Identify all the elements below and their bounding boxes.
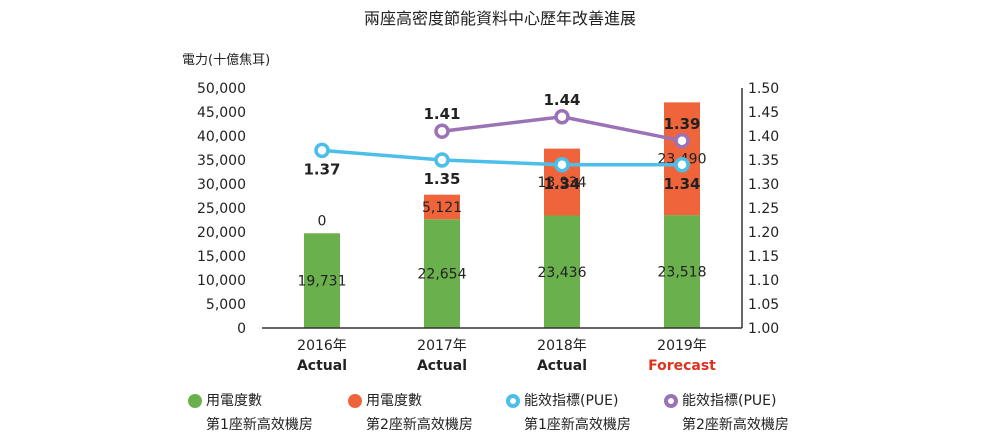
x-tick-sublabel: Actual xyxy=(297,358,347,374)
data-label-site1: 23,436 xyxy=(538,265,587,281)
data-label-site1: 23,518 xyxy=(658,265,707,281)
y-tick-label: 50,000 xyxy=(197,81,246,97)
y-tick-label: 35,000 xyxy=(197,153,246,169)
legend-label: 用電度數 xyxy=(206,393,262,409)
pue-site1-label: 1.34 xyxy=(663,175,700,193)
pue-site1-label: 1.37 xyxy=(303,160,340,178)
legend-marker-bar2 xyxy=(348,394,362,408)
y-tick-label: 5,000 xyxy=(206,297,246,313)
chart-title: 兩座高密度節能資料中心歷年改善進展 xyxy=(364,9,636,28)
y2-tick-label: 1.30 xyxy=(748,177,779,193)
x-tick-label: 2018年 xyxy=(537,338,587,354)
y-tick-label: 0 xyxy=(237,321,246,337)
x-tick-sublabel: Actual xyxy=(537,358,587,374)
y2-tick-label: 1.50 xyxy=(748,81,779,97)
pue-site1-label: 1.34 xyxy=(543,175,580,193)
legend-sublabel: 第1座新高效機房 xyxy=(206,417,313,433)
pue-site1-point xyxy=(314,142,330,159)
x-tick-label: 2016年 xyxy=(297,338,347,354)
y2-tick-label: 1.35 xyxy=(748,153,779,169)
pue-site2-point xyxy=(674,133,690,149)
data-label-site2: 13,934 xyxy=(538,175,587,191)
y2-tick-label: 1.15 xyxy=(748,249,779,265)
pue-site1-line xyxy=(321,148,682,167)
pue-site1-label: 1.35 xyxy=(423,170,460,188)
pue-site2-point xyxy=(434,123,450,139)
y-tick-label: 30,000 xyxy=(197,177,246,193)
pue-site1-point xyxy=(554,157,570,173)
legend-marker-line1 xyxy=(506,394,520,408)
pue-site1-point xyxy=(674,157,690,173)
y-tick-label: 45,000 xyxy=(197,105,246,121)
legend-marker-bar1 xyxy=(188,394,202,408)
data-label-site1: 22,654 xyxy=(418,267,467,283)
x-tick-label: 2017年 xyxy=(417,338,467,354)
legend-sublabel: 第1座新高效機房 xyxy=(524,417,631,433)
y2-tick-label: 1.05 xyxy=(748,297,779,313)
y2-tick-label: 1.45 xyxy=(748,105,779,121)
bar-segment-site2 xyxy=(424,194,460,220)
pue-site1-point xyxy=(434,152,450,168)
bar-segment-site1 xyxy=(304,233,340,328)
pue-site2-label: 1.39 xyxy=(663,115,700,133)
x-tick-sublabel: Actual xyxy=(417,358,467,374)
pue-site2-label: 1.44 xyxy=(543,91,580,109)
y2-tick-label: 1.00 xyxy=(748,321,779,337)
pue-site2-point xyxy=(554,109,570,125)
legend-label: 用電度數 xyxy=(366,393,422,409)
data-label-site1: 19,731 xyxy=(298,274,347,290)
bar-segment-site1 xyxy=(664,215,700,328)
legend: 用電度數 第1座新高效機房 用電度數 第2座新高效機房 能效指標(PUE) 第1… xyxy=(188,390,828,436)
bar-segment-site1 xyxy=(544,215,580,328)
legend-marker-line2 xyxy=(664,394,678,408)
data-label-site2: 0 xyxy=(318,213,327,229)
legend-label: 能效指標(PUE) xyxy=(524,393,619,409)
x-tick-label: 2019年 xyxy=(657,338,707,354)
x-tick-sublabel: Forecast xyxy=(648,358,716,374)
pue-site2-label: 1.41 xyxy=(423,105,460,123)
legend-label: 能效指標(PUE) xyxy=(682,393,777,409)
y-tick-label: 15,000 xyxy=(197,249,246,265)
y-tick-label: 10,000 xyxy=(197,273,246,289)
y2-tick-label: 1.25 xyxy=(748,201,779,217)
y-tick-label: 20,000 xyxy=(197,225,246,241)
legend-sublabel: 第2座新高效機房 xyxy=(682,417,789,433)
data-label-site2: 5,121 xyxy=(422,200,462,216)
y2-tick-label: 1.20 xyxy=(748,225,779,241)
y2-tick-label: 1.40 xyxy=(748,129,779,145)
bar-segment-site1 xyxy=(424,219,460,328)
y-axis-label: 電力(十億焦耳) xyxy=(182,52,270,68)
y-tick-label: 40,000 xyxy=(197,129,246,145)
y2-tick-label: 1.10 xyxy=(748,273,779,289)
legend-sublabel: 第2座新高效機房 xyxy=(366,417,473,433)
y-tick-label: 25,000 xyxy=(197,201,246,217)
